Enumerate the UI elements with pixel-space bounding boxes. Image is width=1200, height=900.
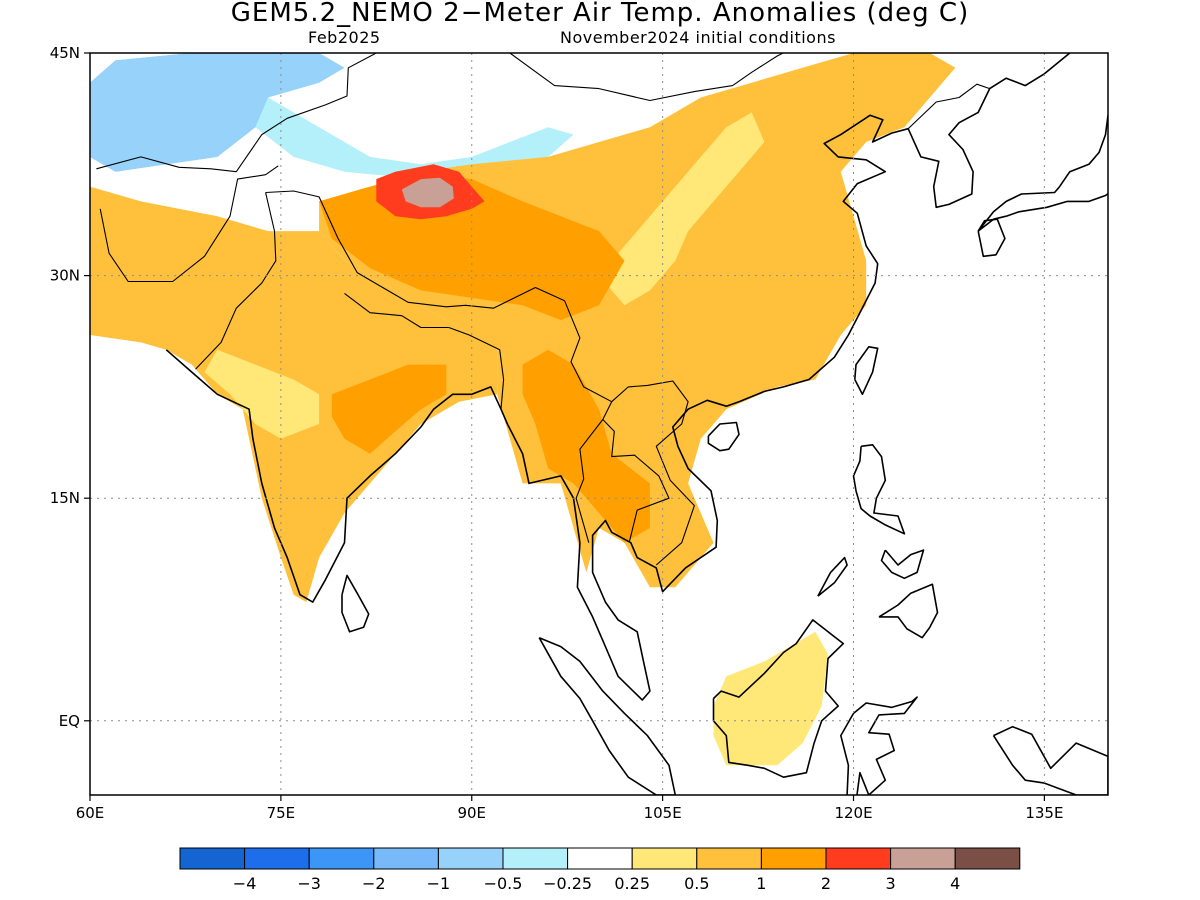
legend-label: 4 [950,874,960,893]
legend-label: 1 [756,874,766,893]
lat-tick-label: 30N [50,267,80,285]
lat-tick-label: 15N [50,489,80,507]
anomaly-extreme-tibet [401,177,454,208]
legend-swatch [567,847,633,870]
lon-tick-label: 60E [76,804,105,822]
initial-conditions: November2024 initial conditions [560,28,836,47]
border-afghanistan [99,165,279,283]
border-india-nepal [344,292,449,329]
legend-label: 0.5 [684,874,709,893]
coast-india-coast [165,53,1071,701]
lon-tick-label: 90E [457,804,486,822]
lat-tick-label: 45N [50,44,80,62]
anomaly-moderate-borneo [713,631,828,766]
map-title: GEM5.2_NEMO 2−Meter Air Temp. Anomalies … [230,0,970,28]
legend-swatch [308,847,375,870]
border-himalaya [265,190,565,309]
map-frame [89,52,1109,796]
legend-swatch [825,847,892,870]
coast-palawan [817,556,848,597]
legend-label: 2 [821,874,831,893]
coast-visayas [880,549,925,580]
coast-sri-lanka [341,574,370,633]
legend-label: −4 [233,874,257,893]
gridlines [90,53,1108,795]
legend-swatch [696,847,762,870]
legend-swatch [890,847,956,870]
border-korea-china [907,83,990,130]
coast-kyushu [977,218,1006,258]
border-central-asia [96,53,377,173]
coast-java [669,813,784,844]
legend-label: −0.5 [484,874,523,893]
coast-taiwan [854,345,879,396]
legend-swatch [502,847,569,870]
legend-swatch [954,847,1021,870]
anomaly-fields [90,53,956,766]
border-laos-thailand [602,419,670,542]
coast-new-guinea [992,725,1108,795]
legend-label: 0.25 [614,874,650,893]
legend-label: −1 [427,874,451,893]
legend-swatch [373,847,439,870]
legend-swatch [631,847,698,870]
coast-sulawesi [839,696,918,795]
coast-sumatra [538,636,677,795]
lat-tick-label: EQ [59,712,80,730]
legend-label: 3 [886,874,896,893]
coast-japan [977,114,1108,232]
axis-ticks: 60E 75E 90E 105E 120E 135E 45N 30N 15N EQ [50,44,1064,822]
legend-label: −2 [362,874,386,893]
coastlines [96,53,1108,844]
border-indochina [611,380,695,566]
coast-borneo [712,619,845,779]
legend-swatch [760,847,827,870]
coast-mindanao [878,583,939,639]
legend-label: −3 [297,874,321,893]
legend-swatch [244,847,310,870]
legend-swatch [179,847,246,870]
lon-tick-label: 120E [834,804,872,822]
anomaly-strong-myanmar [522,349,650,543]
anomaly-moderate-india [204,349,320,439]
anomaly-moderate-china [599,112,765,306]
colorbar-legend: −4 −3 −2 −1 −0.5 −0.25 0.25 0.5 1 2 3 4 [179,847,1021,893]
border-china-mongolia [507,53,785,102]
coast-hainan [707,421,740,452]
coast-luzon [852,443,906,535]
legend-label: −0.25 [543,874,592,893]
anomaly-strong-india-east [331,364,447,454]
lon-tick-label: 135E [1025,804,1063,822]
legend-swatch [437,847,504,870]
border-bangladesh [448,326,505,410]
lon-tick-label: 105E [644,804,682,822]
border-pakistan-india [195,192,277,370]
forecast-month: Feb2025 [308,28,381,47]
lon-tick-label: 75E [267,804,296,822]
anomaly-cool-tarim [255,97,574,180]
border-myanmar [564,300,613,543]
